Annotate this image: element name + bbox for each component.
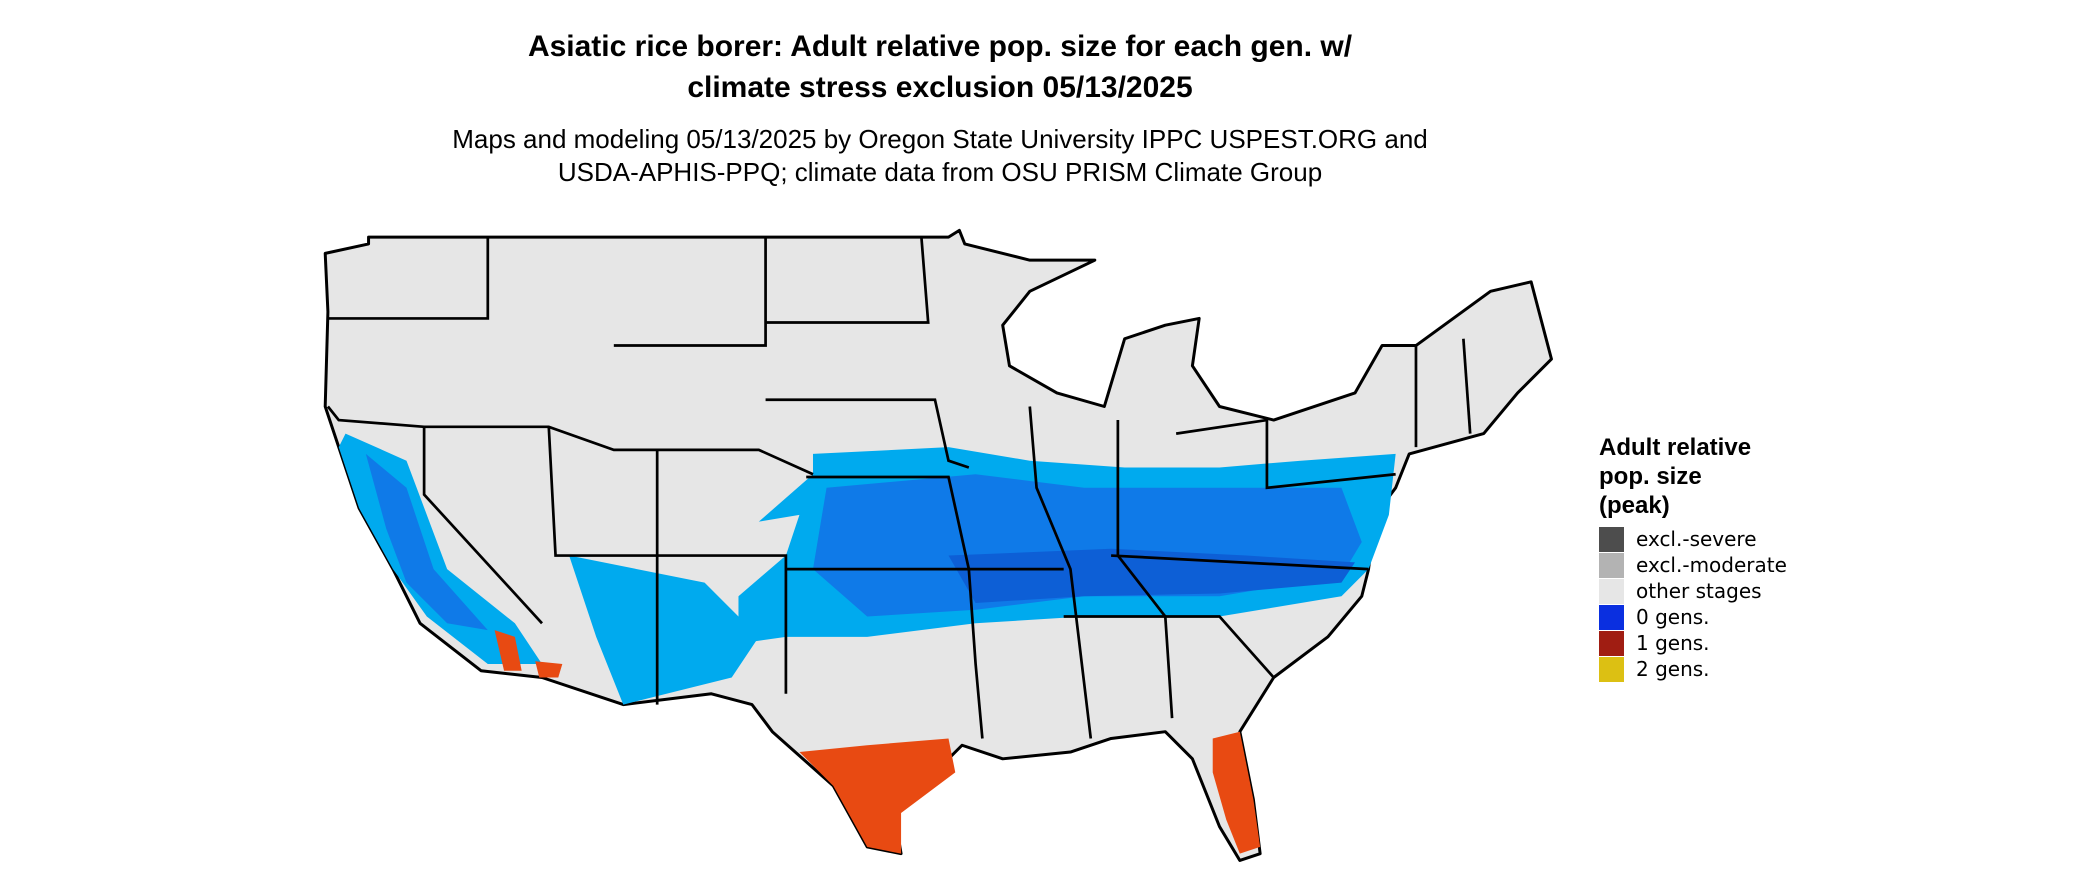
subtitle-line: Maps and modeling 05/13/2025 by Oregon S…: [452, 124, 1428, 154]
legend-label: 2 gens.: [1636, 657, 1710, 681]
population-zones: [338, 433, 1396, 854]
legend: Adult relative pop. size (peak) excl.-se…: [1599, 434, 1787, 682]
legend-label: other stages: [1636, 579, 1762, 603]
state-borders: [326, 237, 1472, 739]
legend-swatch: [1599, 553, 1624, 578]
legend-label: excl.-severe: [1636, 527, 1757, 551]
legend-swatch: [1599, 579, 1624, 604]
subtitle-line: USDA-APHIS-PPQ; climate data from OSU PR…: [558, 157, 1322, 187]
title-line: climate stress exclusion 05/13/2025: [687, 71, 1192, 104]
legend-label: 1 gens.: [1636, 631, 1710, 655]
legend-label: excl.-moderate: [1636, 553, 1787, 577]
legend-title: (peak): [1599, 492, 1670, 519]
legend-swatch: [1599, 631, 1624, 656]
legend-swatch: [1599, 657, 1624, 682]
legend-swatch: [1599, 527, 1624, 552]
us-map: [323, 228, 1553, 862]
legend-title: Adult relative: [1599, 434, 1751, 461]
title-line: Asiatic rice borer: Adult relative pop. …: [528, 30, 1353, 63]
legend-title: pop. size: [1599, 463, 1702, 490]
legend-label: 0 gens.: [1636, 605, 1710, 629]
legend-swatch: [1599, 605, 1624, 630]
